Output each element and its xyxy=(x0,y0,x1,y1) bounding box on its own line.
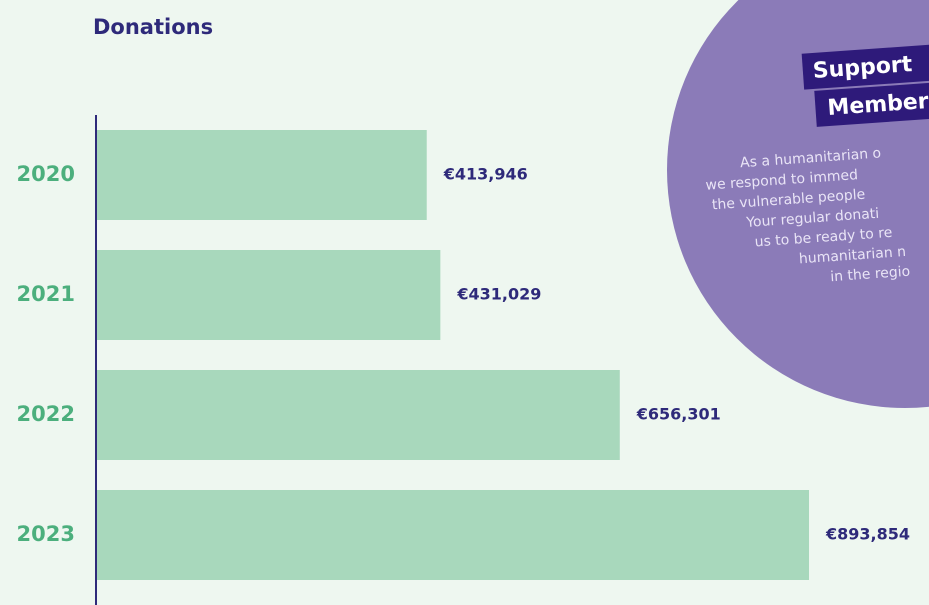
value-label: €893,854 xyxy=(825,525,910,544)
bar xyxy=(97,490,809,580)
info-panel: Support Members As a humanitarian o we r… xyxy=(705,44,929,286)
y-tick-label: 2020 xyxy=(17,162,75,186)
value-label: €413,946 xyxy=(443,165,528,184)
y-tick-label: 2021 xyxy=(17,282,75,306)
value-label: €431,029 xyxy=(456,285,541,304)
bar xyxy=(97,370,620,460)
y-tick-label: 2022 xyxy=(17,402,75,426)
chart-title: Donations xyxy=(93,15,213,39)
value-label: €656,301 xyxy=(636,405,721,424)
panel-text: humanitarian n xyxy=(798,244,906,267)
title-box xyxy=(814,82,929,127)
bar xyxy=(97,130,427,220)
bar xyxy=(97,250,441,340)
panel-text: in the regio xyxy=(830,264,911,286)
title-box xyxy=(801,44,929,90)
y-tick-label: 2023 xyxy=(17,522,75,546)
